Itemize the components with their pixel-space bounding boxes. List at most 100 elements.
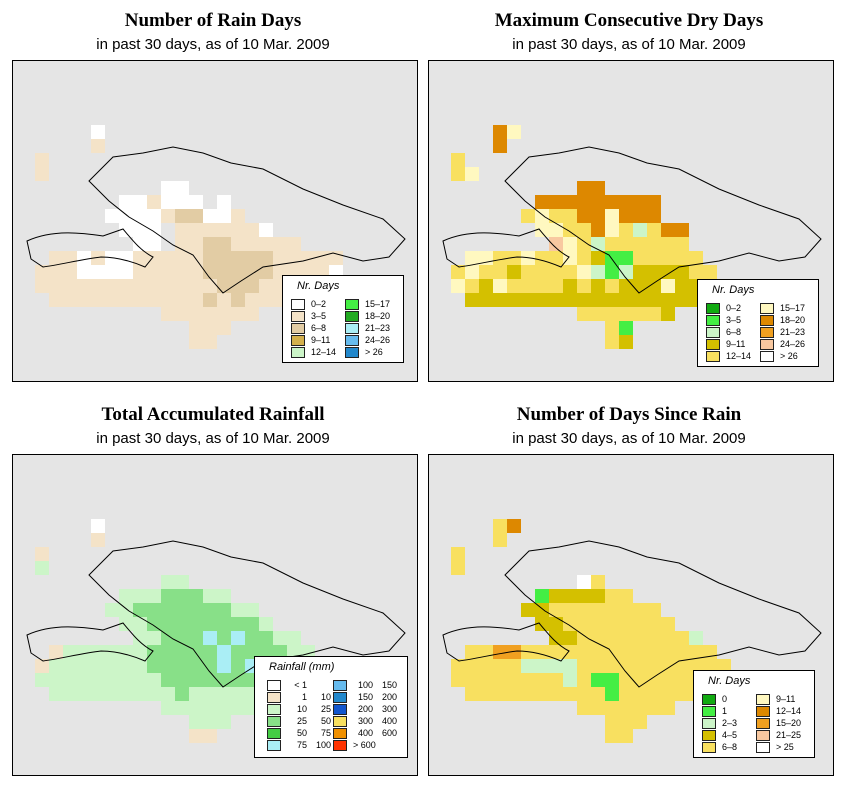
grid-cell (647, 251, 661, 265)
grid-cell (493, 293, 507, 307)
grid-cell (147, 589, 161, 603)
grid-cell (507, 279, 521, 293)
grid-cell (577, 673, 591, 687)
grid-cell (619, 673, 633, 687)
grid-cell (549, 293, 563, 307)
grid-cell (189, 279, 203, 293)
grid-cell (577, 279, 591, 293)
grid-cell (175, 265, 189, 279)
grid-cell (175, 181, 189, 195)
legend-item: 9–11 (756, 693, 801, 705)
legend-swatch (333, 727, 347, 739)
grid-cell (563, 631, 577, 645)
grid-cell (493, 265, 507, 279)
grid-cell (245, 237, 259, 251)
grid-cell (577, 617, 591, 631)
grid-cell (619, 729, 633, 743)
grid-cell (535, 279, 549, 293)
grid-cell (591, 617, 605, 631)
panel-subtitle: in past 30 days, as of 10 Mar. 2009 (96, 36, 330, 53)
legend-swatch (702, 693, 716, 705)
grid-cell (203, 265, 217, 279)
grid-cell (549, 209, 563, 223)
grid-cell (203, 223, 217, 237)
grid-cell (189, 265, 203, 279)
grid-cell (147, 279, 161, 293)
grid-cell (633, 307, 647, 321)
grid-cell (591, 687, 605, 701)
grid-cell (549, 223, 563, 237)
grid-cell (161, 251, 175, 265)
grid-cell (217, 673, 231, 687)
grid-cell (91, 519, 105, 533)
grid-cell (161, 575, 175, 589)
grid-cell (91, 673, 105, 687)
grid-cell (175, 687, 189, 701)
grid-cell (661, 701, 675, 715)
legend-label: 9–11 (311, 335, 331, 345)
grid-cell (203, 307, 217, 321)
legend-label: > 25 (776, 742, 794, 752)
legend-label: 15–17 (365, 299, 391, 309)
grid-cell (63, 673, 77, 687)
grid-cell (189, 195, 203, 209)
grid-cell (577, 251, 591, 265)
legend-title: Nr. Days (297, 280, 340, 292)
grid-cell (189, 715, 203, 729)
grid-cell (217, 589, 231, 603)
grid-cell (619, 195, 633, 209)
grid-cell (119, 265, 133, 279)
grid-cell (35, 659, 49, 673)
grid-cell (231, 279, 245, 293)
grid-cell (273, 251, 287, 265)
grid-cell (633, 195, 647, 209)
grid-cell (521, 603, 535, 617)
grid-cell (105, 687, 119, 701)
grid-cell (535, 687, 549, 701)
grid-cell (619, 251, 633, 265)
grid-cell (147, 645, 161, 659)
grid-cell (287, 237, 301, 251)
grid-cell (591, 673, 605, 687)
legend: Nr. Days 0 1 2–3 4–5 6–8 9–11 12–14 15–20 21–25… (693, 670, 815, 758)
grid-cell (203, 687, 217, 701)
legend-swatch (345, 298, 359, 310)
grid-cell (549, 673, 563, 687)
legend: Rainfall (mm) < 1 1 10 10 25 25 50 50 75 75 100 10… (254, 656, 408, 758)
grid-cell (535, 617, 549, 631)
grid-cell (91, 293, 105, 307)
legend-item: 1 10 (267, 691, 331, 703)
grid-cell (549, 687, 563, 701)
grid-cell (703, 659, 717, 673)
panel-subtitle: in past 30 days, as of 10 Mar. 2009 (512, 36, 746, 53)
grid-cell (577, 209, 591, 223)
grid-cell (451, 673, 465, 687)
legend-swatch (291, 310, 305, 322)
legend-title: Rainfall (mm) (269, 661, 335, 673)
grid-cell (451, 265, 465, 279)
grid-cell (203, 715, 217, 729)
grid-cell (633, 265, 647, 279)
grid-cell (451, 547, 465, 561)
grid-cell (619, 687, 633, 701)
grid-cell (91, 125, 105, 139)
legend-swatch (760, 350, 774, 362)
legend-item: 6–8 (702, 741, 737, 753)
legend: Nr. Days 0–2 3–5 6–8 9–11 12–14 15–17 18–20 21… (697, 279, 819, 367)
legend-item: 15–17 (345, 298, 390, 310)
grid-cell (563, 223, 577, 237)
grid-cell (161, 307, 175, 321)
grid-cell (507, 687, 521, 701)
grid-cell (231, 265, 245, 279)
legend-item: > 600 (333, 739, 397, 751)
grid-cell (273, 631, 287, 645)
grid-cell (647, 701, 661, 715)
grid-cell (147, 659, 161, 673)
legend-swatch (702, 705, 716, 717)
panel-title: Maximum Consecutive Dry Days (494, 10, 764, 31)
grid-cell (619, 293, 633, 307)
grid-cell (647, 265, 661, 279)
grid-cell (633, 701, 647, 715)
grid-cell (521, 293, 535, 307)
grid-cell (521, 279, 535, 293)
